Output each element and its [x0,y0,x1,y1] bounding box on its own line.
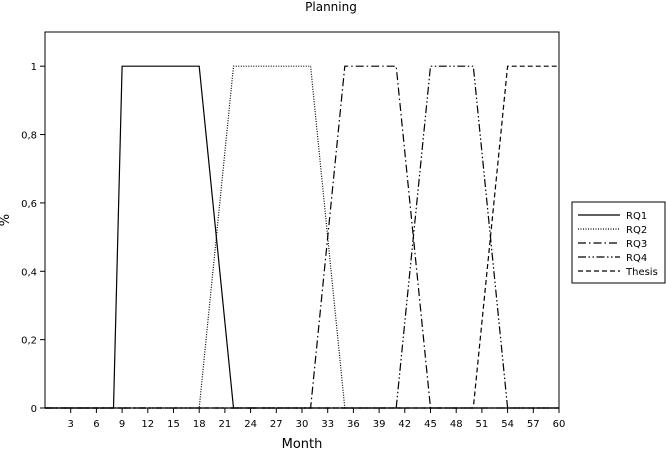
x-tick-label: 15 [167,419,180,430]
x-tick-label: 3 [68,419,74,430]
x-tick-label: 57 [527,419,540,430]
x-tick-label: 30 [296,419,309,430]
x-axis-label: Month [282,437,323,449]
legend-label-rq3: RQ3 [626,239,647,250]
y-tick-label: 1 [31,62,37,73]
x-tick-label: 21 [219,419,232,430]
y-tick-label: 0,2 [21,336,37,347]
legend-label-thesis: Thesis [625,267,658,278]
series-line-thesis [45,65,559,409]
x-tick-label: 54 [501,419,514,430]
x-tick-label: 6 [93,419,99,430]
x-tick-label: 51 [476,419,489,430]
x-tick-label: 9 [119,419,125,430]
x-tick-label: 27 [270,419,283,430]
x-tick-label: 36 [347,419,360,430]
x-tick-label: 33 [321,419,334,430]
legend-label-rq2: RQ2 [626,225,647,236]
y-axis-label: % [0,214,13,226]
x-tick-label: 48 [450,419,463,430]
y-tick-label: 0,8 [21,131,37,142]
axis-layer: 3 6 9 12 15 18 21 24 27 30 33 36 39 42 45 48 51 54 57 6000,… [21,62,565,430]
chart-title: Planning [305,0,357,14]
x-tick-label: 18 [193,419,206,430]
legend-label-rq1: RQ1 [626,211,647,222]
x-tick-label: 12 [141,419,154,430]
x-tick-label: 60 [553,419,566,430]
x-tick-label: 39 [373,419,386,430]
x-tick-label: 24 [244,419,257,430]
x-tick-label: 42 [398,419,411,430]
y-tick-label: 0,6 [21,199,37,210]
y-tick-label: 0 [31,404,37,415]
legend: RQ1 RQ2 RQ3 RQ4 Thesis [571,201,666,284]
legend-label-rq4: RQ4 [626,253,647,264]
y-tick-label: 0,4 [21,267,37,278]
x-tick-label: 45 [424,419,437,430]
